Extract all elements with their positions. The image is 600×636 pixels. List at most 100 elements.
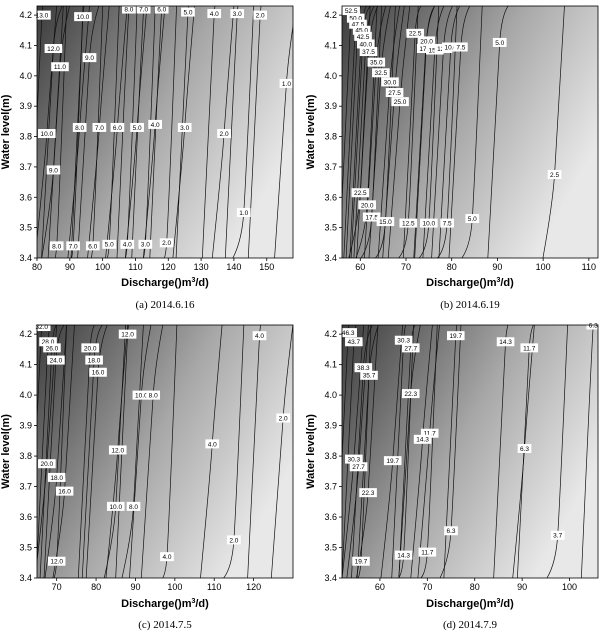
- contour-label: 2.0: [253, 10, 268, 20]
- contour-label-text: 19.7: [355, 559, 368, 566]
- contour-label: 13.0: [33, 10, 51, 20]
- contour-line: [149, 6, 163, 258]
- contour-label-text: 2.0: [279, 415, 288, 422]
- contour-line: [232, 6, 255, 258]
- contour-label-text: 22.5: [354, 190, 367, 197]
- x-tick-label: 130: [194, 262, 209, 272]
- y-tick-label: 3.8: [324, 451, 337, 461]
- contour-label-text: 26.0: [46, 345, 59, 352]
- contour-label-text: 5.0: [468, 216, 477, 223]
- contour-label: 8.0: [122, 4, 136, 14]
- contour-label-text: 12.0: [50, 559, 63, 566]
- contour-line: [164, 6, 177, 258]
- contour-label-text: 5.0: [495, 40, 504, 47]
- contour-label: 17.5: [362, 212, 381, 222]
- contour-label-text: 18.0: [50, 475, 63, 482]
- contour-label: 9.0: [82, 53, 97, 63]
- contour-label-text: 3.7: [553, 533, 562, 540]
- panel-caption: (c) 2014.7.5: [138, 619, 192, 631]
- y-axis-label: Water level(m): [0, 94, 12, 169]
- contour-label: 20.0: [417, 36, 436, 46]
- contour-label-text: 10.0: [444, 44, 457, 51]
- contour-label: 3.0: [138, 239, 153, 249]
- contour-label: 18.0: [47, 472, 66, 482]
- y-tick-label: 3.6: [324, 512, 337, 522]
- contour-label-text: 20.0: [361, 202, 374, 209]
- x-tick-label: 90: [517, 582, 527, 592]
- contour-label: 27.7: [349, 462, 368, 472]
- contour-label: 42.5: [354, 31, 372, 41]
- contour-label: 8.0: [146, 390, 161, 400]
- y-tick-label: 4.2: [19, 10, 32, 20]
- contour-label: 22.5: [406, 28, 424, 38]
- contour-label: 8.0: [49, 241, 64, 251]
- contour-label-text: 10.0: [41, 131, 54, 138]
- contour-label: 16.0: [55, 486, 74, 496]
- contour-label: 14.3: [496, 337, 515, 347]
- contour-label: 11.7: [520, 343, 539, 353]
- contour-label: 47.5: [349, 19, 367, 29]
- contour-line: [175, 6, 189, 258]
- contour-label-text: 13.0: [36, 13, 49, 20]
- contour-label-text: 4.0: [208, 441, 217, 448]
- contour-line: [37, 325, 51, 568]
- x-tick-label: 100: [536, 262, 551, 272]
- y-tick-label: 3.8: [324, 132, 337, 142]
- contour-label: 32.0: [32, 322, 51, 332]
- contour-label-text: 16.0: [92, 370, 105, 377]
- contour-label: 5.0: [102, 239, 117, 249]
- contour-label-text: 4.0: [151, 122, 160, 129]
- y-tick-label: 3.4: [324, 573, 337, 583]
- y-tick-label: 3.6: [19, 192, 32, 202]
- contour-label: 14.3: [413, 434, 432, 444]
- y-tick-label: 3.9: [324, 101, 337, 111]
- x-tick-label: 110: [582, 262, 596, 272]
- contour-label-text: 27.7: [352, 464, 365, 471]
- y-tick-label: 4.0: [324, 390, 337, 400]
- contour-label: 7.5: [440, 218, 454, 228]
- panel-caption: (b) 2014.6.19: [440, 299, 500, 311]
- contour-line: [106, 6, 120, 258]
- contour-label-text: 8.0: [129, 504, 138, 511]
- contour-label-text: 1.0: [239, 210, 248, 217]
- y-tick-label: 3.6: [19, 512, 32, 522]
- contour-label-text: 2.0: [229, 537, 238, 544]
- contour-label: 24.0: [47, 355, 65, 365]
- contour-label-text: 14.3: [416, 437, 429, 444]
- plot-frame: [341, 5, 599, 259]
- y-tick-label: 3.9: [19, 421, 32, 431]
- contour-label: 12.0: [108, 445, 127, 455]
- contour-label: 12.0: [47, 556, 66, 566]
- contour-label: 7.0: [136, 4, 151, 14]
- contour-label-text: 18.0: [88, 357, 101, 364]
- contour-label: 43.7: [345, 337, 363, 347]
- plot-frame: [341, 324, 599, 579]
- contour-label-text: 4.0: [123, 242, 132, 249]
- contour-label-text: 7.5: [456, 44, 465, 51]
- contour-label: 22.5: [351, 188, 370, 198]
- y-tick-label: 3.5: [19, 223, 32, 233]
- contour-label: 2.0: [217, 129, 231, 139]
- x-tick-label: 80: [470, 582, 480, 592]
- contour-label: 6.0: [85, 241, 100, 251]
- contour-label-text: 6.3: [447, 528, 456, 535]
- y-tick-label: 3.4: [19, 253, 32, 263]
- contour-label: 5.0: [465, 214, 480, 224]
- contour-label-text: 25.0: [394, 99, 407, 106]
- contour-label-text: 5.0: [183, 9, 192, 16]
- contour-label: 10.0: [74, 12, 92, 22]
- contour-field: [342, 325, 598, 578]
- contour-label-text: 2.5: [550, 172, 559, 179]
- contour-panel-1: 13.0 10.0 8.0 7.0 6.0 5.0 4.0 3.0 2.0 12.0 11.0 9.0…: [0, 4, 294, 311]
- contour-label: 7.0: [92, 122, 107, 132]
- y-tick-label: 3.5: [324, 223, 337, 233]
- x-tick-label: 90: [65, 262, 75, 272]
- contour-line: [85, 325, 108, 578]
- contour-label-text: 4.0: [210, 11, 219, 18]
- contour-label: 4.0: [148, 119, 163, 129]
- contour-line: [422, 6, 445, 258]
- contour-label: 2.5: [547, 170, 562, 180]
- contour-label-text: 6.0: [88, 243, 97, 250]
- x-tick-label: 90: [130, 582, 140, 592]
- contour-label: 5.0: [181, 7, 195, 17]
